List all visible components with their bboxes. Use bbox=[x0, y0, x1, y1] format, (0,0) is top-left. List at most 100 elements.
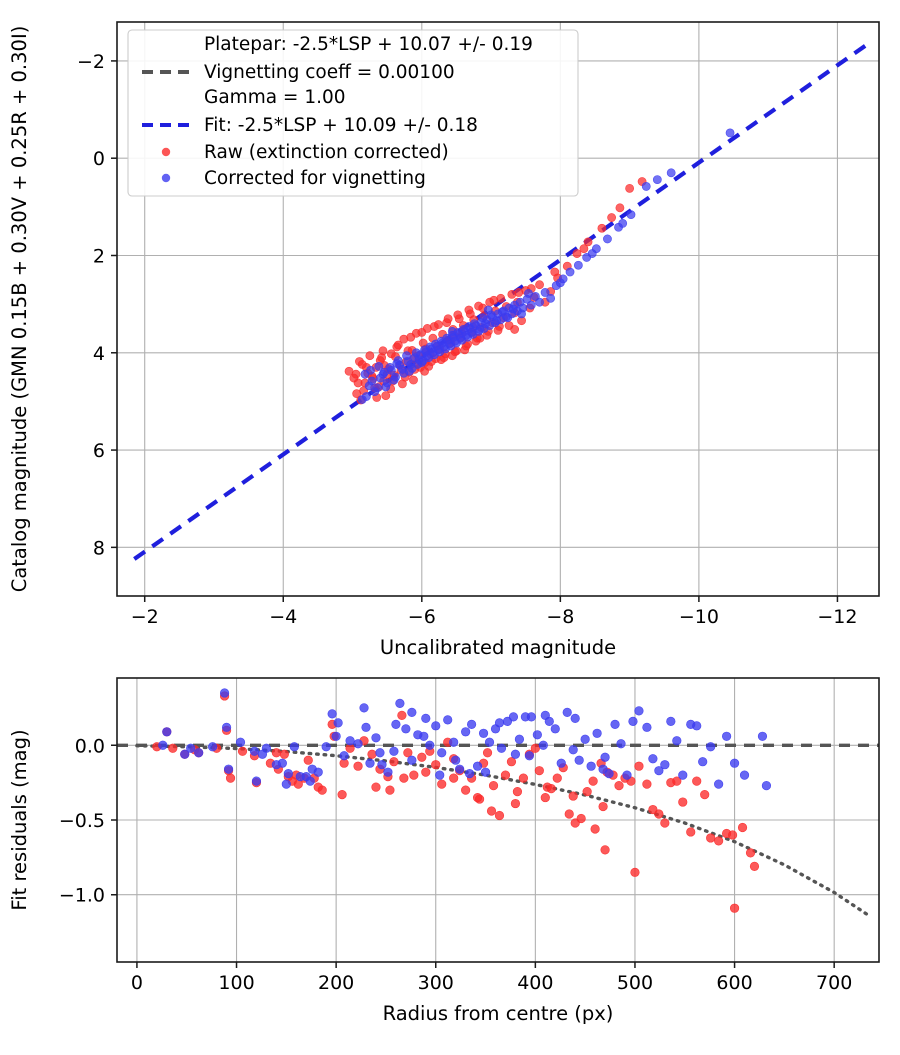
y-tick-label: 6 bbox=[93, 440, 105, 462]
y-tick-label: −2 bbox=[77, 51, 105, 73]
data-point bbox=[610, 719, 620, 729]
data-point bbox=[672, 776, 682, 786]
data-point bbox=[500, 770, 511, 780]
legend-entry-label: Raw (extinction corrected) bbox=[204, 142, 449, 163]
axis-ticks: −2 −4 −6 −8 −10 −12 −2 0 2 4 6 8 bbox=[77, 51, 858, 628]
data-point bbox=[249, 746, 260, 756]
x-tick-label: −2 bbox=[131, 606, 159, 628]
data-point bbox=[614, 781, 624, 791]
data-point bbox=[568, 791, 578, 801]
data-point bbox=[552, 773, 562, 783]
data-point bbox=[305, 776, 315, 786]
y-tick-label: −0.5 bbox=[59, 810, 105, 832]
data-point bbox=[337, 789, 347, 800]
data-point bbox=[678, 770, 688, 780]
data-point bbox=[194, 748, 204, 758]
data-point bbox=[749, 861, 760, 871]
data-point bbox=[366, 365, 375, 375]
x-tick-label: −8 bbox=[546, 606, 574, 628]
data-point bbox=[598, 801, 608, 812]
data-point bbox=[419, 731, 429, 741]
data-point bbox=[442, 318, 452, 328]
data-point bbox=[510, 749, 521, 759]
data-point bbox=[757, 731, 768, 741]
data-point bbox=[672, 736, 682, 746]
data-point bbox=[512, 787, 523, 797]
data-point bbox=[600, 845, 610, 855]
data-point bbox=[435, 770, 445, 780]
data-point bbox=[425, 740, 435, 750]
data-point bbox=[721, 731, 732, 741]
data-point bbox=[437, 748, 447, 758]
x-tick-label: 500 bbox=[617, 972, 653, 994]
data-point bbox=[524, 289, 533, 298]
data-point bbox=[642, 779, 652, 789]
data-point bbox=[508, 712, 519, 722]
data-point bbox=[628, 716, 638, 726]
data-point bbox=[470, 319, 479, 328]
data-point bbox=[583, 237, 593, 247]
data-point bbox=[402, 351, 411, 361]
data-point bbox=[706, 742, 716, 752]
data-point bbox=[616, 739, 626, 749]
data-point bbox=[378, 346, 388, 356]
data-point bbox=[333, 718, 343, 728]
data-point bbox=[508, 304, 518, 314]
data-point bbox=[257, 749, 268, 759]
fit-residuals-chart: 0 100 200 300 400 500 600 700 0.0 −0.5 −1.0 Radius … bbox=[8, 677, 880, 1025]
data-point bbox=[235, 737, 246, 747]
data-point bbox=[391, 719, 401, 729]
data-point bbox=[568, 745, 578, 755]
vignetting-model-curve bbox=[135, 744, 871, 918]
data-point bbox=[406, 332, 416, 342]
data-point bbox=[401, 724, 411, 734]
data-point bbox=[739, 770, 750, 780]
data-point bbox=[700, 789, 710, 800]
data-point bbox=[714, 836, 724, 846]
data-point bbox=[474, 794, 485, 804]
data-point bbox=[409, 375, 418, 385]
data-point bbox=[327, 709, 337, 719]
data-point bbox=[729, 903, 740, 913]
data-point bbox=[383, 767, 393, 777]
data-point bbox=[630, 867, 640, 877]
y-tick-label: −1.0 bbox=[59, 885, 105, 907]
legend-box bbox=[127, 29, 579, 197]
data-point bbox=[180, 749, 190, 759]
data-point bbox=[472, 761, 483, 771]
data-point bbox=[371, 782, 381, 792]
data-point bbox=[271, 748, 281, 758]
data-point bbox=[546, 293, 556, 303]
data-point bbox=[678, 797, 688, 807]
data-point bbox=[417, 327, 427, 337]
data-point bbox=[576, 813, 586, 824]
x-tick-label: −10 bbox=[679, 606, 719, 628]
data-point bbox=[484, 737, 495, 747]
data-point bbox=[393, 340, 403, 350]
data-point bbox=[510, 798, 521, 809]
data-point bbox=[371, 733, 381, 743]
data-point bbox=[461, 727, 471, 737]
data-point bbox=[407, 755, 417, 765]
data-point bbox=[518, 773, 529, 783]
axis-ticks: 0 100 200 300 400 500 600 700 0.0 −0.5 −1.0 bbox=[59, 735, 852, 994]
data-point bbox=[483, 305, 493, 315]
data-point bbox=[618, 218, 628, 228]
data-point bbox=[494, 810, 505, 821]
data-point bbox=[486, 806, 497, 816]
y-tick-label: 0 bbox=[93, 148, 105, 170]
data-point bbox=[375, 748, 385, 758]
data-point bbox=[454, 314, 464, 324]
legend-entry-label: Corrected for vignetting bbox=[204, 168, 426, 189]
data-point bbox=[565, 267, 575, 277]
x-tick-label: 700 bbox=[816, 972, 852, 994]
data-point bbox=[313, 767, 323, 777]
data-point bbox=[289, 742, 299, 752]
data-point bbox=[367, 749, 377, 759]
data-point bbox=[455, 764, 465, 774]
data-point bbox=[352, 389, 362, 399]
data-point bbox=[503, 313, 513, 323]
data-point bbox=[353, 739, 363, 749]
data-point bbox=[364, 381, 374, 391]
data-point bbox=[562, 707, 572, 717]
